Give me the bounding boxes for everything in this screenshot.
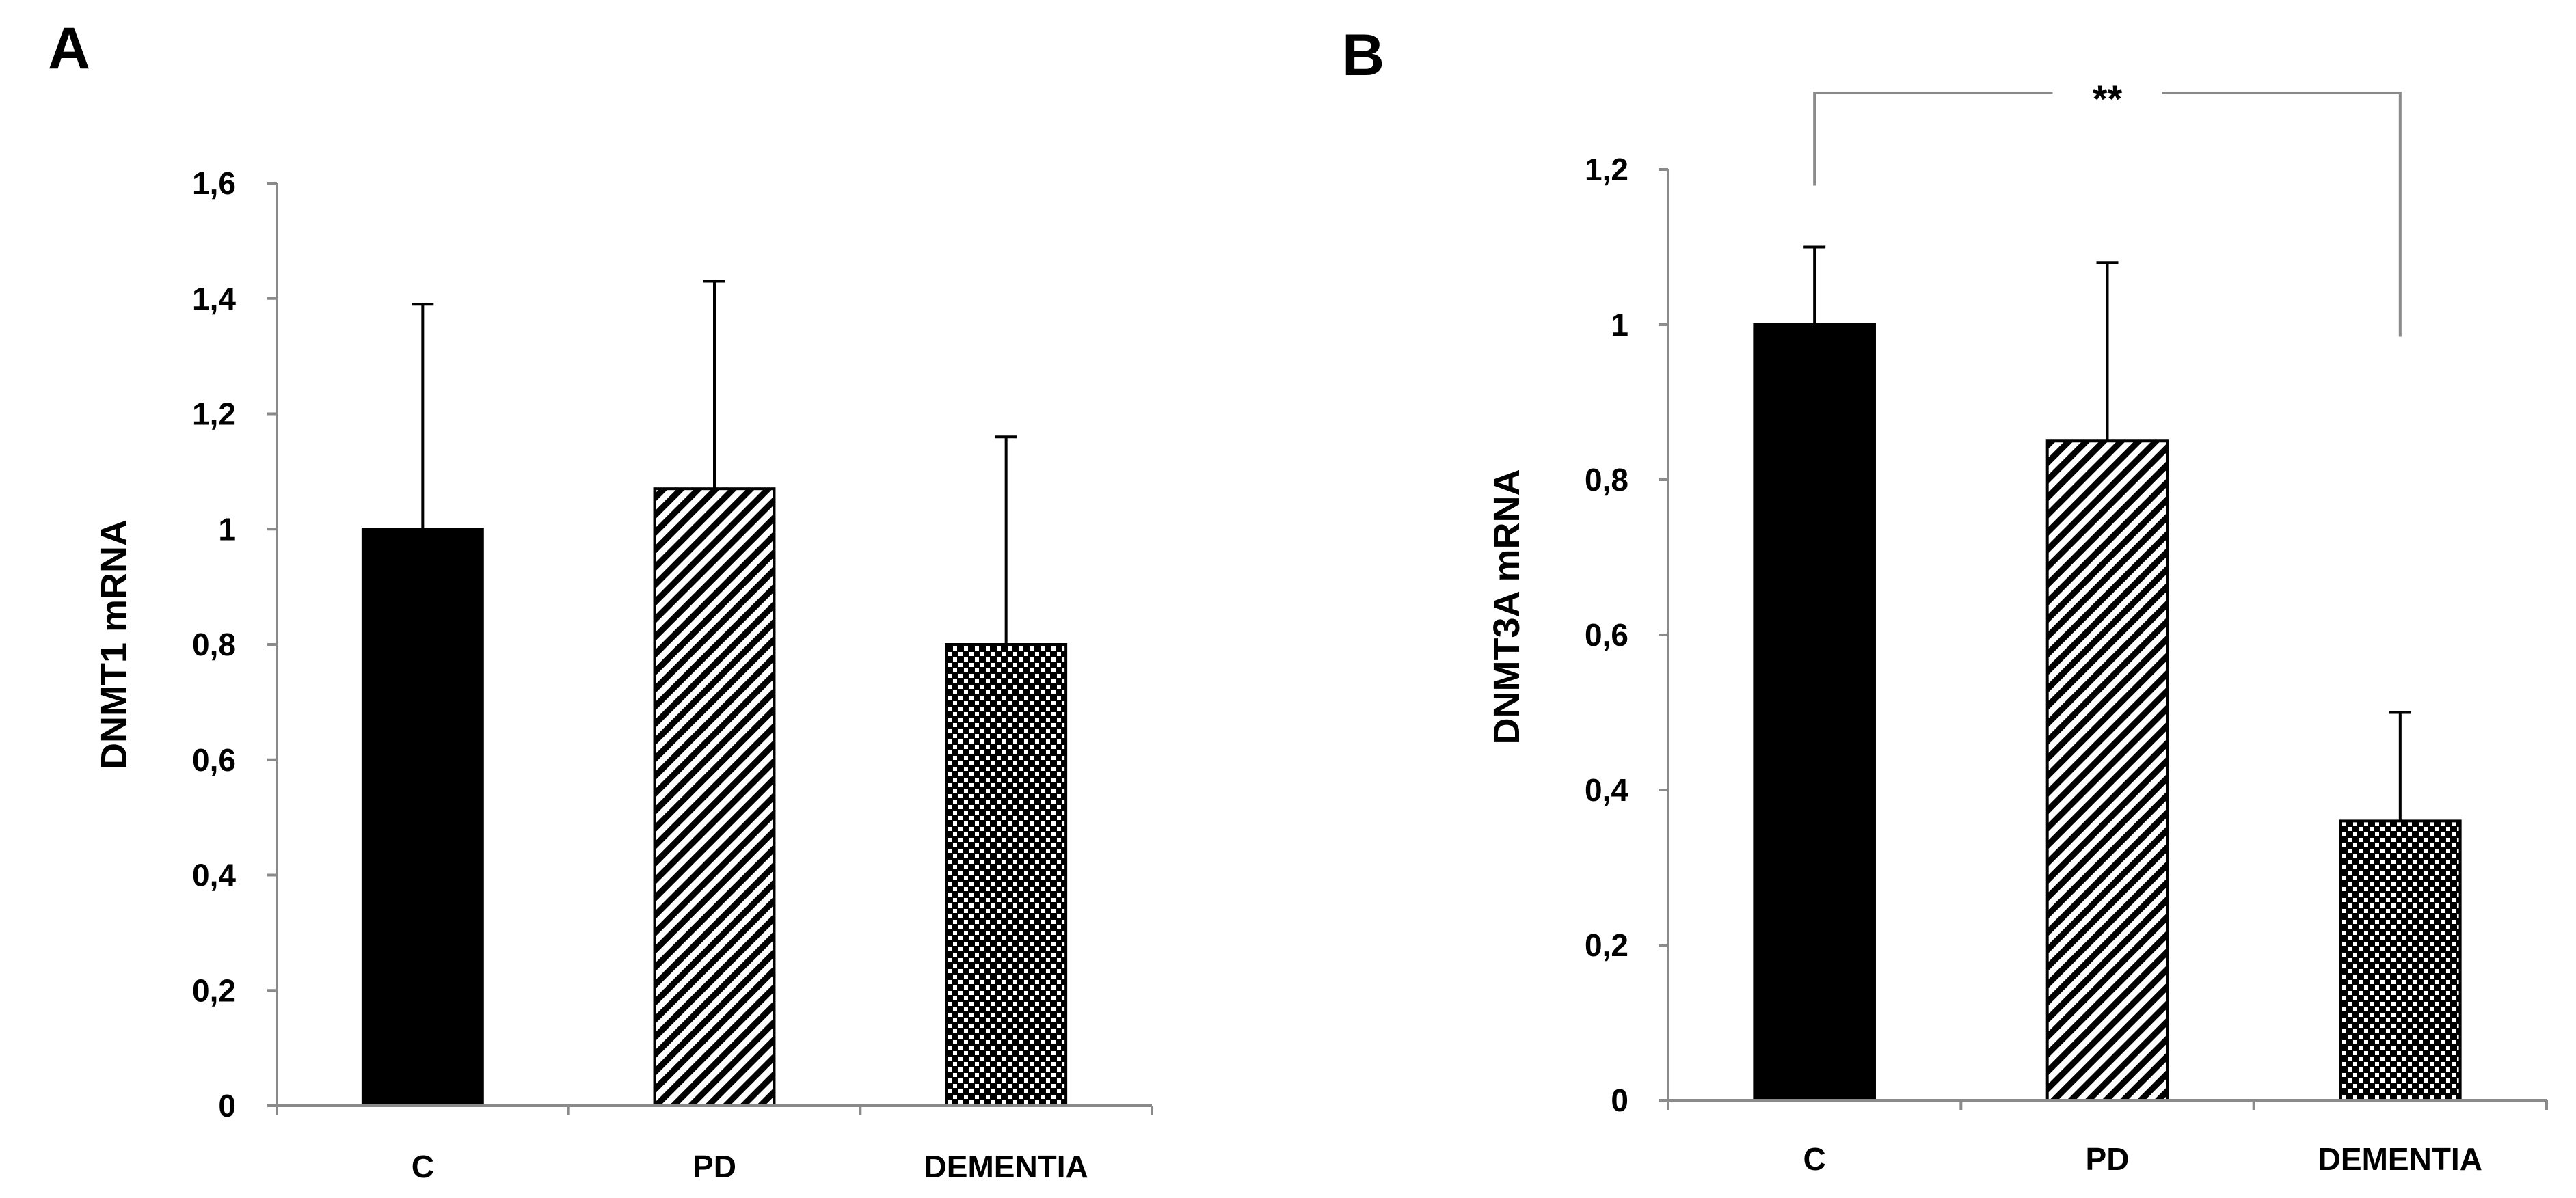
significance-bracket (2162, 92, 2402, 337)
bar (945, 643, 1068, 1107)
significance-bracket (1813, 92, 2053, 186)
x-tick-label: PD (693, 1149, 736, 1184)
panel-b: B DNMT3A mRNA 0 0,2 0,4 0,6 0,8 1 1,2 C PD DEMENTIA… (1342, 23, 2548, 1177)
y-tick-label: 0,2 (1585, 927, 1628, 963)
x-tick-label: C (1803, 1141, 1826, 1177)
bar (653, 487, 776, 1107)
bar (1753, 323, 1876, 1102)
x-tick-label: C (412, 1149, 434, 1184)
panel-letter: A (48, 16, 90, 81)
y-tick-label: 0,8 (192, 627, 236, 662)
y-tick-label: 1 (218, 511, 236, 547)
y-tick-label: 1,2 (1585, 152, 1628, 187)
y-tick-label: 0,6 (1585, 617, 1628, 653)
y-tick-label: 1,6 (192, 165, 236, 201)
y-axis-title: DNMT1 mRNA (94, 519, 135, 770)
panel-letter: B (1342, 23, 1384, 88)
y-tick-label: 0 (218, 1088, 236, 1124)
x-tick-label: DEMENTIA (924, 1149, 1088, 1184)
y-axis-title: DNMT3A mRNA (1486, 469, 1527, 745)
bar (361, 528, 484, 1107)
y-tick-label: 0,4 (192, 858, 236, 893)
y-tick-label: 1,4 (192, 281, 236, 316)
y-tick-label: 1,2 (192, 396, 236, 432)
y-tick-label: 0,6 (192, 742, 236, 778)
y-tick-label: 1 (1611, 307, 1628, 342)
y-tick-label: 0 (1611, 1083, 1628, 1118)
panel-a: A DNMT1 mRNA 0 0,2 0,4 0,6 0,8 1 1,2 1,4 1,6 C PD DEM… (48, 16, 1153, 1184)
x-tick-label: DEMENTIA (2318, 1141, 2482, 1177)
x-tick-label: PD (2086, 1141, 2130, 1177)
y-tick-label: 0,2 (192, 972, 236, 1008)
bar (2339, 819, 2462, 1102)
y-tick-label: 0,4 (1585, 772, 1628, 808)
significance-label: ** (2093, 77, 2123, 120)
y-tick-label: 0,8 (1585, 462, 1628, 498)
bar (2045, 439, 2169, 1102)
